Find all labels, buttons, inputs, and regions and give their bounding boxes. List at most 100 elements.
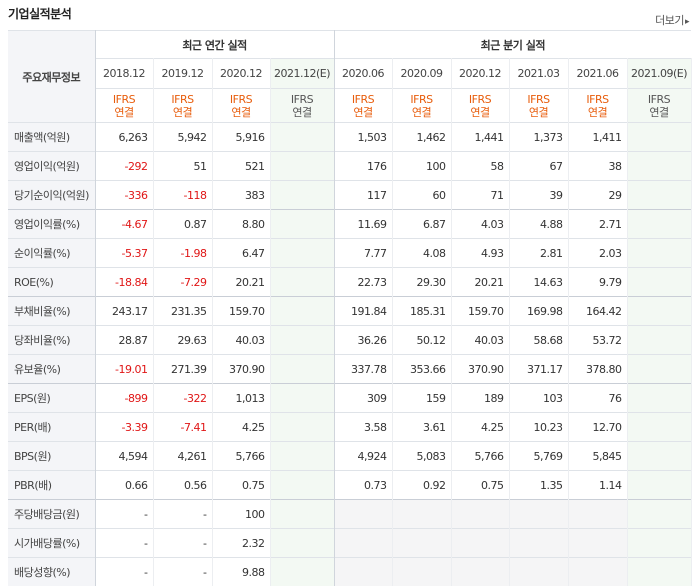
quarter-value-cell: 117 (334, 180, 393, 210)
quarter-value-cell (334, 499, 393, 529)
annual-value-cell: 20.21 (212, 267, 271, 297)
annual-value-cell: -19.01 (95, 354, 154, 384)
quarter-value-cell: 5,769 (509, 441, 569, 471)
ifrs-label: IFRS (112, 92, 136, 106)
ifrs-label: IFRS (527, 92, 550, 106)
annual-value-cell: - (95, 557, 154, 586)
annual-estimate-cell (270, 528, 335, 558)
quarter-value-cell: 6.87 (392, 209, 452, 239)
annual-estimate-cell (270, 325, 335, 355)
row-label: EPS(원) (8, 383, 96, 413)
annual-estimate-cell (270, 238, 335, 268)
annual-value-cell: -1.98 (153, 238, 213, 268)
annual-value-cell: 0.66 (95, 470, 154, 500)
quarter-period-header: 2020.09 (392, 58, 452, 89)
quarter-estimate-cell (627, 354, 692, 384)
annual-value-cell: 8.80 (212, 209, 271, 239)
accounting-standard-cell: IFRS 연결 (568, 88, 628, 123)
ifrs-label: IFRS (586, 92, 609, 106)
row-label: PBR(배) (8, 470, 96, 500)
annual-value-cell: 243.17 (95, 296, 154, 326)
annual-estimate-cell (270, 180, 335, 210)
row-label-header: 주요재무정보 (8, 30, 96, 123)
annual-value-cell: -18.84 (95, 267, 154, 297)
table-row: 유보율(%) -19.01 271.39 370.90 337.78 353.66 370.… (8, 354, 692, 384)
quarter-value-cell: 29 (568, 180, 628, 210)
quarter-value-cell: 3.58 (334, 412, 393, 442)
quarter-estimate-cell (627, 180, 692, 210)
annual-estimate-cell (270, 499, 335, 529)
quarter-value-cell: 159 (392, 383, 452, 413)
ifrs-label: IFRS (351, 92, 375, 106)
quarter-value-cell: 4.93 (451, 238, 510, 268)
quarter-value-cell (509, 557, 569, 586)
quarter-value-cell: 1,462 (392, 122, 452, 152)
annual-value-cell: 4,594 (95, 441, 154, 471)
quarter-estimate-cell (627, 238, 692, 268)
row-label: BPS(원) (8, 441, 96, 471)
ifrs-label: IFRS (290, 92, 314, 106)
ifrs-label: IFRS (647, 92, 671, 106)
annual-value-cell: 0.56 (153, 470, 213, 500)
quarter-value-cell (568, 557, 628, 586)
quarter-value-cell: 7.77 (334, 238, 393, 268)
table-row: 시가배당률(%) - -2.32 (8, 528, 692, 558)
annual-estimate-cell (270, 267, 335, 297)
quarter-value-cell (334, 557, 393, 586)
annual-estimate-cell (270, 557, 335, 586)
quarter-value-cell: 1.14 (568, 470, 628, 500)
quarter-value-cell: 22.73 (334, 267, 393, 297)
quarter-value-cell: 176 (334, 151, 393, 181)
table-row: PER(배) -3.39 -7.41 4.25 3.58 3.61 4.25 10.23 12.… (8, 412, 692, 442)
consolidated-label: 연결 (411, 105, 432, 119)
row-label: 매출액(억원) (8, 122, 96, 152)
quarter-value-cell (568, 499, 628, 529)
consolidated-label: 연결 (172, 105, 193, 119)
quarter-group-header: 최근 분기 실적 (334, 30, 692, 59)
quarter-value-cell (509, 528, 569, 558)
annual-estimate-period-header: 2021.12(E) (270, 58, 335, 89)
annual-estimate-cell (270, 470, 335, 500)
annual-estimate-cell (270, 354, 335, 384)
quarter-value-cell: 4,924 (334, 441, 393, 471)
annual-value-cell: 4,261 (153, 441, 213, 471)
annual-value-cell: -3.39 (95, 412, 154, 442)
annual-value-cell: 1,013 (212, 383, 271, 413)
consolidated-label: 연결 (114, 105, 134, 119)
annual-value-cell: -4.67 (95, 209, 154, 239)
quarter-estimate-cell (627, 209, 692, 239)
quarter-period-header: 2021.03 (509, 58, 569, 89)
quarter-estimate-cell (627, 499, 692, 529)
quarter-value-cell: 14.63 (509, 267, 569, 297)
quarter-value-cell: 164.42 (568, 296, 628, 326)
more-link[interactable]: 더보기▸ (655, 12, 689, 28)
annual-group-header: 최근 연간 실적 (95, 30, 335, 59)
row-label: 영업이익(억원) (8, 151, 96, 181)
quarter-value-cell: 370.90 (451, 354, 510, 384)
annual-value-cell: 6,263 (95, 122, 154, 152)
table-row: 영업이익률(%) -4.67 0.87 8.80 11.69 6.87 4.03 4.88 2.… (8, 209, 692, 239)
quarter-value-cell: 3.61 (392, 412, 452, 442)
annual-value-cell: - (95, 528, 154, 558)
quarter-value-cell: 1,441 (451, 122, 510, 152)
accounting-standard-cell: IFRS 연결 (392, 88, 452, 123)
quarter-estimate-cell (627, 296, 692, 326)
section-title: 기업실적분석 (8, 7, 72, 21)
accounting-standard-cell: IFRS 연결 (627, 88, 692, 123)
consolidated-label: 연결 (528, 105, 549, 119)
quarter-value-cell: 40.03 (451, 325, 510, 355)
quarter-value-cell: 53.72 (568, 325, 628, 355)
table-row: 매출액(억원) 6,263 5,942 5,916 1,503 1,462 1,441 1,3… (8, 122, 692, 152)
row-label: 주당배당금(원) (8, 499, 96, 529)
quarter-value-cell: 38 (568, 151, 628, 181)
accounting-standard-cell: IFRS 연결 (509, 88, 569, 123)
annual-value-cell: 100 (212, 499, 271, 529)
table-row: 순이익률(%) -5.37 -1.98 6.47 7.77 4.08 4.93 2.81 2.0… (8, 238, 692, 268)
annual-value-cell: - (153, 557, 213, 586)
row-label: 영업이익률(%) (8, 209, 96, 239)
annual-value-cell: -292 (95, 151, 154, 181)
quarter-value-cell: 169.98 (509, 296, 569, 326)
annual-value-cell: 383 (212, 180, 271, 210)
annual-value-cell: 5,916 (212, 122, 271, 152)
annual-value-cell: -118 (153, 180, 213, 210)
